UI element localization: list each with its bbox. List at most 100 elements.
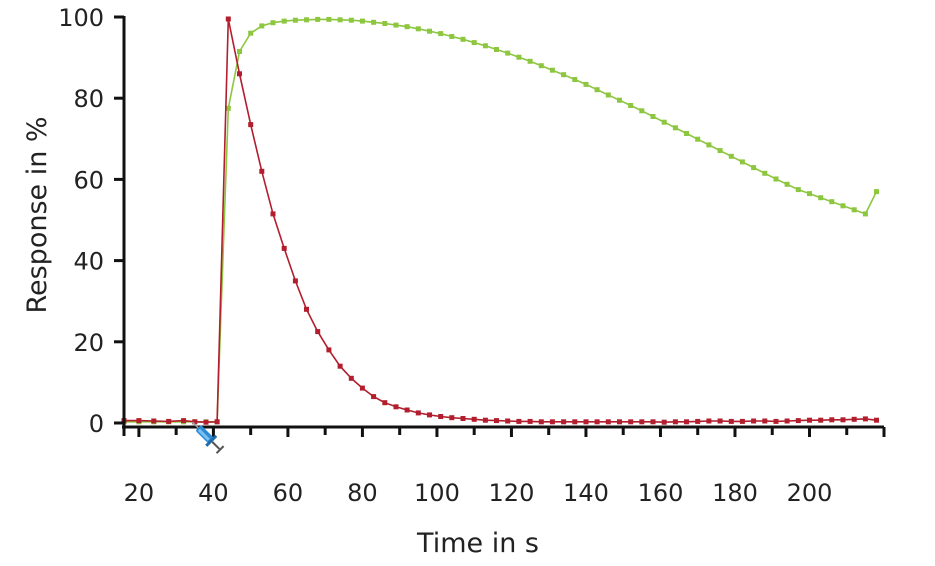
series-1-point <box>728 153 734 159</box>
series-1-point <box>237 49 242 54</box>
series-1-point <box>862 211 868 217</box>
series-1-point <box>695 136 701 142</box>
y-ticks: 0 20 40 60 80 100 <box>58 4 124 438</box>
series-2-point <box>348 375 354 381</box>
y-tick-label: 80 <box>73 85 104 113</box>
x-tick-label: 200 <box>787 479 833 507</box>
series-1-point <box>795 187 801 193</box>
series-1-point <box>717 148 723 154</box>
series-2-point <box>151 418 157 424</box>
series-1-point <box>583 81 589 87</box>
series-1-point <box>494 47 499 52</box>
x-tick-label: 120 <box>489 479 535 507</box>
series-2-point <box>684 419 689 425</box>
series-2-point <box>874 417 879 423</box>
series-2-point <box>516 418 522 424</box>
series-1-point <box>382 21 388 26</box>
series-2-point <box>382 400 388 406</box>
series-1-point <box>572 77 578 82</box>
series-2-point <box>281 245 287 251</box>
series-1-point <box>818 195 824 201</box>
series-2-point <box>829 417 835 423</box>
series-2-point <box>166 418 172 424</box>
series-2-point <box>818 417 824 423</box>
series-2 <box>121 16 879 425</box>
x-axis-title: Time in s <box>416 528 539 559</box>
series-1-point <box>706 142 712 148</box>
series-1-point <box>751 165 757 171</box>
series-2-point <box>359 385 365 391</box>
series-2-point <box>259 168 265 174</box>
y-tick-label: 20 <box>73 329 104 357</box>
x-tick-label: 80 <box>347 479 378 507</box>
series-2-point <box>739 418 745 424</box>
series-1-point <box>672 125 678 131</box>
series-1-point <box>784 181 790 187</box>
x-tick-label: 180 <box>712 479 758 507</box>
series-2-point <box>181 418 187 424</box>
series-1-point <box>326 16 332 22</box>
series-1-point <box>538 63 544 69</box>
series-2-point <box>650 419 656 425</box>
series-1-point <box>739 159 745 165</box>
series-1-point <box>482 43 488 49</box>
series-2-point <box>214 419 220 425</box>
series-2-point <box>862 416 868 422</box>
series-2-point <box>192 419 198 425</box>
x-tick-label: 40 <box>198 479 229 507</box>
series-2-point <box>136 418 142 424</box>
y-tick-label: 60 <box>73 166 104 194</box>
series-1-point <box>460 36 466 42</box>
series-2-point <box>851 416 857 422</box>
series-2-point <box>482 417 488 423</box>
series-2-point <box>527 418 533 424</box>
series-1 <box>121 16 879 425</box>
y-tick-label: 100 <box>58 4 104 32</box>
series-1-point <box>449 34 455 39</box>
series-1-point <box>427 28 432 34</box>
series-2-point <box>628 419 634 425</box>
series-2-point <box>393 404 399 410</box>
series-2-point <box>304 306 309 312</box>
series-2-point <box>617 419 622 425</box>
series-1-point <box>527 58 533 64</box>
series-1-line <box>124 18 878 423</box>
series-2-point <box>427 412 432 418</box>
series-1-point <box>594 87 600 93</box>
series-1-point <box>762 170 768 176</box>
series-1-point <box>661 119 667 125</box>
series-1-point <box>561 72 567 78</box>
series-1-point <box>348 17 354 23</box>
series-2-point <box>672 419 678 425</box>
axes-layer: 0 20 40 60 80 100 20 40 60 80 100 120 140 160 180 200 <box>58 4 886 507</box>
series-1-point <box>628 103 634 108</box>
x-tick-label: 60 <box>273 479 304 507</box>
series-1-point <box>292 17 298 23</box>
series-1-point <box>773 176 779 182</box>
series-1-point <box>281 18 287 24</box>
series-2-point <box>784 418 790 424</box>
series-1-point <box>829 199 835 205</box>
y-tick-label: 0 <box>89 410 104 438</box>
series-2-point <box>449 415 455 421</box>
series-1-point <box>404 24 410 30</box>
series-1-point <box>516 54 522 60</box>
series-2-point <box>639 419 645 425</box>
series-2-point <box>538 419 544 425</box>
x-tick-label: 140 <box>563 479 609 507</box>
series-2-point <box>561 419 567 425</box>
series-1-point <box>270 20 276 26</box>
series-1-point <box>371 19 377 25</box>
series-2-point <box>728 418 734 424</box>
series-1-point <box>851 207 857 213</box>
series-1-point <box>505 50 511 56</box>
series-2-point <box>225 16 231 22</box>
series-2-point <box>695 418 701 424</box>
series-1-point <box>650 114 656 119</box>
series-1-point <box>874 189 879 195</box>
series-2-point <box>438 414 444 419</box>
series-1-point <box>304 17 309 23</box>
series-2-point <box>460 416 466 421</box>
series-2-point <box>337 363 343 369</box>
